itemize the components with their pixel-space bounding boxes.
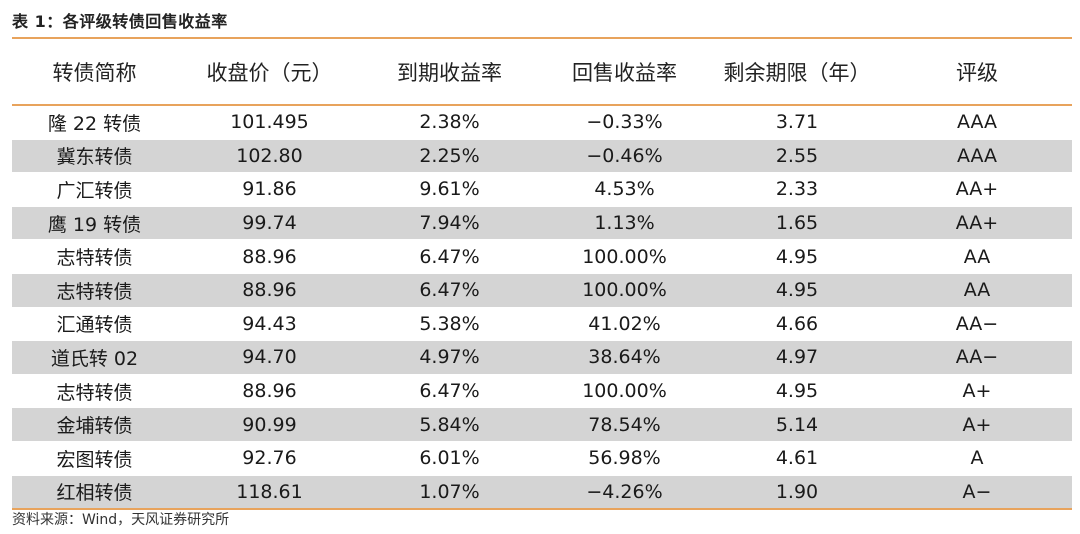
cell-ytm: 7.94% xyxy=(362,206,537,241)
cell-bond-name: 隆 22 转债 xyxy=(12,105,177,140)
cell-put-yield: 100.00% xyxy=(537,374,712,409)
title-divider xyxy=(12,37,1072,39)
table-row: 红相转债 118.61 1.07% −4.26% 1.90 A− xyxy=(12,475,1072,511)
cell-ytm: 2.38% xyxy=(362,105,537,140)
table-row: 鹰 19 转债 99.74 7.94% 1.13% 1.65 AA+ xyxy=(12,206,1072,241)
cell-rating: A+ xyxy=(882,374,1072,409)
cell-bond-name: 广汇转债 xyxy=(12,172,177,207)
header-put-yield: 回售收益率 xyxy=(537,40,712,106)
cell-remaining-term: 4.95 xyxy=(712,273,882,308)
cell-remaining-term: 4.97 xyxy=(712,340,882,375)
cell-bond-name: 金埔转债 xyxy=(12,407,177,442)
cell-rating: AAA xyxy=(882,139,1072,174)
table-row: 志特转债 88.96 6.47% 100.00% 4.95 A+ xyxy=(12,374,1072,409)
table-row: 宏图转债 92.76 6.01% 56.98% 4.61 A xyxy=(12,441,1072,476)
table-row: 志特转债 88.96 6.47% 100.00% 4.95 AA xyxy=(12,239,1072,274)
cell-remaining-term: 5.14 xyxy=(712,407,882,442)
table-body: 隆 22 转债 101.495 2.38% −0.33% 3.71 AAA 冀东转债 102.… xyxy=(12,105,1072,511)
cell-ytm: 2.25% xyxy=(362,139,537,174)
cell-put-yield: 1.13% xyxy=(537,206,712,241)
source-note: 资料来源：Wind，天风证券研究所 xyxy=(12,512,230,528)
cell-ytm: 6.47% xyxy=(362,273,537,308)
cell-close-price: 94.70 xyxy=(177,340,362,375)
cell-put-yield: 78.54% xyxy=(537,407,712,442)
header-remaining-term: 剩余期限（年） xyxy=(712,40,882,106)
cell-rating: A+ xyxy=(882,407,1072,442)
cell-put-yield: 38.64% xyxy=(537,340,712,375)
cell-ytm: 4.97% xyxy=(362,340,537,375)
table-row: 隆 22 转债 101.495 2.38% −0.33% 3.71 AAA xyxy=(12,105,1072,140)
cell-bond-name: 宏图转债 xyxy=(12,441,177,476)
header-rating: 评级 xyxy=(882,40,1072,106)
cell-close-price: 101.495 xyxy=(177,105,362,140)
cell-rating: AA xyxy=(882,239,1072,274)
cell-bond-name: 冀东转债 xyxy=(12,139,177,174)
cell-rating: AAA xyxy=(882,105,1072,140)
cell-remaining-term: 4.66 xyxy=(712,307,882,342)
table-header-row: 转债简称 收盘价（元） 到期收益率 回售收益率 剩余期限（年） 评级 xyxy=(12,40,1072,106)
cell-put-yield: −0.33% xyxy=(537,105,712,140)
cell-put-yield: 100.00% xyxy=(537,239,712,274)
cell-rating: A xyxy=(882,441,1072,476)
cell-close-price: 88.96 xyxy=(177,374,362,409)
table-row: 汇通转债 94.43 5.38% 41.02% 4.66 AA− xyxy=(12,307,1072,342)
cell-ytm: 5.38% xyxy=(362,307,537,342)
cell-put-yield: 56.98% xyxy=(537,441,712,476)
bond-yield-table: 转债简称 收盘价（元） 到期收益率 回售收益率 剩余期限（年） 评级 隆 22 … xyxy=(12,40,1072,511)
cell-rating: AA xyxy=(882,273,1072,308)
cell-close-price: 94.43 xyxy=(177,307,362,342)
header-close-price: 收盘价（元） xyxy=(177,40,362,106)
table-row: 广汇转债 91.86 9.61% 4.53% 2.33 AA+ xyxy=(12,172,1072,207)
cell-ytm: 5.84% xyxy=(362,407,537,442)
cell-rating: AA+ xyxy=(882,172,1072,207)
cell-remaining-term: 1.90 xyxy=(712,475,882,511)
cell-close-price: 118.61 xyxy=(177,475,362,511)
cell-ytm: 6.01% xyxy=(362,441,537,476)
cell-bond-name: 志特转债 xyxy=(12,239,177,274)
cell-bond-name: 鹰 19 转债 xyxy=(12,206,177,241)
cell-ytm: 6.47% xyxy=(362,239,537,274)
table-row: 道氏转 02 94.70 4.97% 38.64% 4.97 AA− xyxy=(12,340,1072,375)
cell-ytm: 6.47% xyxy=(362,374,537,409)
cell-bond-name: 志特转债 xyxy=(12,374,177,409)
cell-bond-name: 道氏转 02 xyxy=(12,340,177,375)
header-bond-name: 转债简称 xyxy=(12,40,177,106)
table-row: 金埔转债 90.99 5.84% 78.54% 5.14 A+ xyxy=(12,407,1072,442)
cell-close-price: 99.74 xyxy=(177,206,362,241)
cell-remaining-term: 2.55 xyxy=(712,139,882,174)
cell-remaining-term: 4.61 xyxy=(712,441,882,476)
cell-put-yield: −4.26% xyxy=(537,475,712,511)
cell-remaining-term: 2.33 xyxy=(712,172,882,207)
cell-ytm: 1.07% xyxy=(362,475,537,511)
cell-ytm: 9.61% xyxy=(362,172,537,207)
table-title: 表 1：各评级转债回售收益率 xyxy=(12,12,228,31)
cell-bond-name: 红相转债 xyxy=(12,475,177,511)
cell-put-yield: 100.00% xyxy=(537,273,712,308)
cell-rating: A− xyxy=(882,475,1072,511)
table-row: 志特转债 88.96 6.47% 100.00% 4.95 AA xyxy=(12,273,1072,308)
cell-put-yield: 41.02% xyxy=(537,307,712,342)
cell-close-price: 90.99 xyxy=(177,407,362,442)
cell-close-price: 102.80 xyxy=(177,139,362,174)
header-ytm: 到期收益率 xyxy=(362,40,537,106)
cell-remaining-term: 4.95 xyxy=(712,374,882,409)
cell-close-price: 88.96 xyxy=(177,273,362,308)
cell-rating: AA+ xyxy=(882,206,1072,241)
cell-bond-name: 志特转债 xyxy=(12,273,177,308)
cell-put-yield: −0.46% xyxy=(537,139,712,174)
cell-remaining-term: 3.71 xyxy=(712,105,882,140)
cell-rating: AA− xyxy=(882,307,1072,342)
cell-close-price: 92.76 xyxy=(177,441,362,476)
cell-rating: AA− xyxy=(882,340,1072,375)
cell-bond-name: 汇通转债 xyxy=(12,307,177,342)
cell-remaining-term: 4.95 xyxy=(712,239,882,274)
cell-close-price: 91.86 xyxy=(177,172,362,207)
table-row: 冀东转债 102.80 2.25% −0.46% 2.55 AAA xyxy=(12,139,1072,174)
cell-remaining-term: 1.65 xyxy=(712,206,882,241)
cell-put-yield: 4.53% xyxy=(537,172,712,207)
cell-close-price: 88.96 xyxy=(177,239,362,274)
